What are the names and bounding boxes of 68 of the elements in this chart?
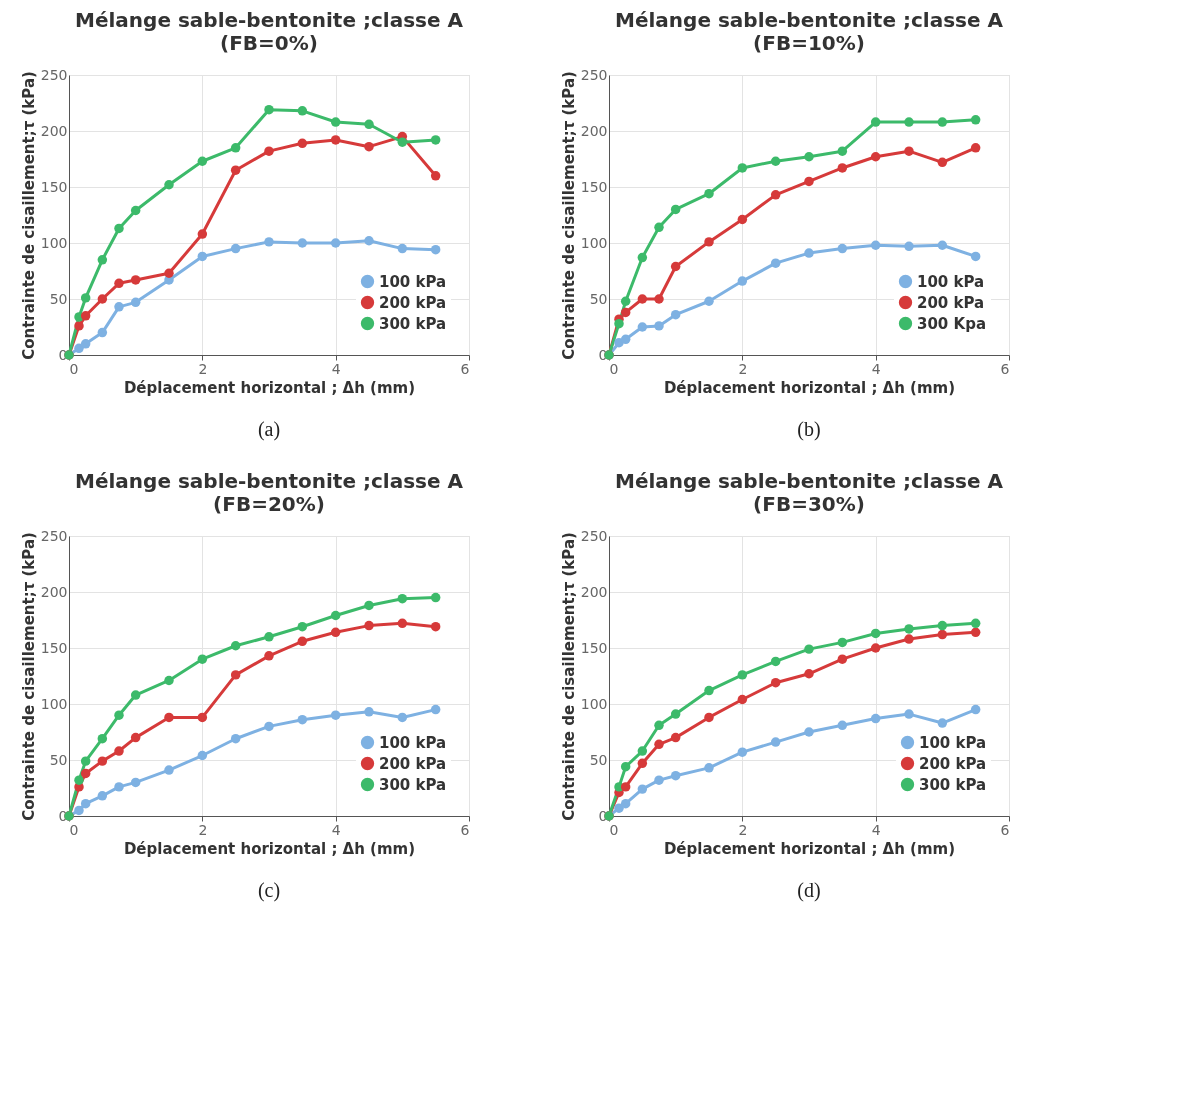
text: (a) [257, 418, 281, 441]
x-axis-title: Déplacement horizontal ; Δh (mm) [663, 839, 956, 858]
legend-label: 300 kPa [379, 314, 447, 333]
y-tick-label: 100 [580, 695, 608, 712]
y-tick-label: 50 [589, 290, 608, 307]
legend-label: 100 kPa [379, 733, 447, 752]
x-tick-label: 2 [738, 360, 748, 377]
y-axis-title: Contrainte de cisaillement;τ (kPa) [559, 71, 578, 360]
legend-label: 200 kPa [379, 293, 447, 312]
y-tick-label: 100 [40, 234, 68, 251]
legend-label: 100 kPa [379, 272, 447, 291]
x-tick-label: 4 [331, 821, 341, 838]
chart-subtitle: (FB=10%) [753, 31, 865, 55]
chart-title: Mélange sable-bentonite ;classe A [615, 8, 1004, 32]
x-axis-title: Déplacement horizontal ; Δh (mm) [123, 839, 416, 858]
chart-title: Mélange sable-bentonite ;classe A [75, 8, 464, 32]
x-tick-label: 0 [69, 360, 79, 377]
y-tick-label: 150 [580, 639, 608, 656]
y-tick-label: 150 [40, 178, 68, 195]
x-axis-title: Déplacement horizontal ; Δh (mm) [663, 378, 956, 397]
legend-label: 300 Kpa [917, 314, 987, 333]
x-tick-label: 6 [460, 360, 470, 377]
y-axis-title: Contrainte de cisaillement;τ (kPa) [19, 532, 38, 821]
y-tick-label: 150 [580, 178, 608, 195]
y-tick-label: 200 [580, 122, 608, 139]
chart-subtitle: (FB=0%) [220, 31, 318, 55]
x-tick-label: 2 [198, 821, 208, 838]
y-axis-title: Contrainte de cisaillement;τ (kPa) [559, 532, 578, 821]
legend-label: 200 kPa [379, 754, 447, 773]
y-tick-label: 250 [580, 527, 608, 544]
legend-label: 300 kPa [919, 775, 987, 794]
x-tick-label: 6 [1000, 360, 1010, 377]
y-tick-label: 50 [49, 751, 68, 768]
y-tick-label: 200 [580, 583, 608, 600]
chart-subtitle: (FB=30%) [753, 492, 865, 516]
legend-label: 200 kPa [917, 293, 985, 312]
x-tick-label: 2 [738, 821, 748, 838]
text: (b) [797, 418, 821, 441]
x-tick-label: 4 [871, 360, 881, 377]
legend-label: 100 kPa [917, 272, 985, 291]
y-tick-label: 50 [589, 751, 608, 768]
y-tick-label: 250 [40, 66, 68, 83]
y-tick-label: 100 [40, 695, 68, 712]
chart-title: Mélange sable-bentonite ;classe A [615, 469, 1004, 493]
x-axis-title: Déplacement horizontal ; Δh (mm) [123, 378, 416, 397]
x-tick-label: 6 [460, 821, 470, 838]
y-tick-label: 100 [580, 234, 608, 251]
legend-label: 200 kPa [919, 754, 987, 773]
legend-label: 100 kPa [919, 733, 987, 752]
x-tick-label: 4 [331, 360, 341, 377]
text: (c) [257, 879, 281, 902]
x-tick-label: 2 [198, 360, 208, 377]
x-tick-label: 6 [1000, 821, 1010, 838]
y-tick-label: 250 [40, 527, 68, 544]
y-tick-label: 200 [40, 583, 68, 600]
x-tick-label: 4 [871, 821, 881, 838]
x-tick-label: 0 [69, 821, 79, 838]
text: (d) [797, 879, 821, 902]
chart-subtitle: (FB=20%) [213, 492, 325, 516]
y-tick-label: 250 [580, 66, 608, 83]
y-tick-label: 200 [40, 122, 68, 139]
y-axis-title: Contrainte de cisaillement;τ (kPa) [19, 71, 38, 360]
x-tick-label: 0 [609, 360, 619, 377]
legend-label: 300 kPa [379, 775, 447, 794]
y-tick-label: 150 [40, 639, 68, 656]
x-tick-label: 0 [609, 821, 619, 838]
chart-title: Mélange sable-bentonite ;classe A [75, 469, 464, 493]
y-tick-label: 50 [49, 290, 68, 307]
